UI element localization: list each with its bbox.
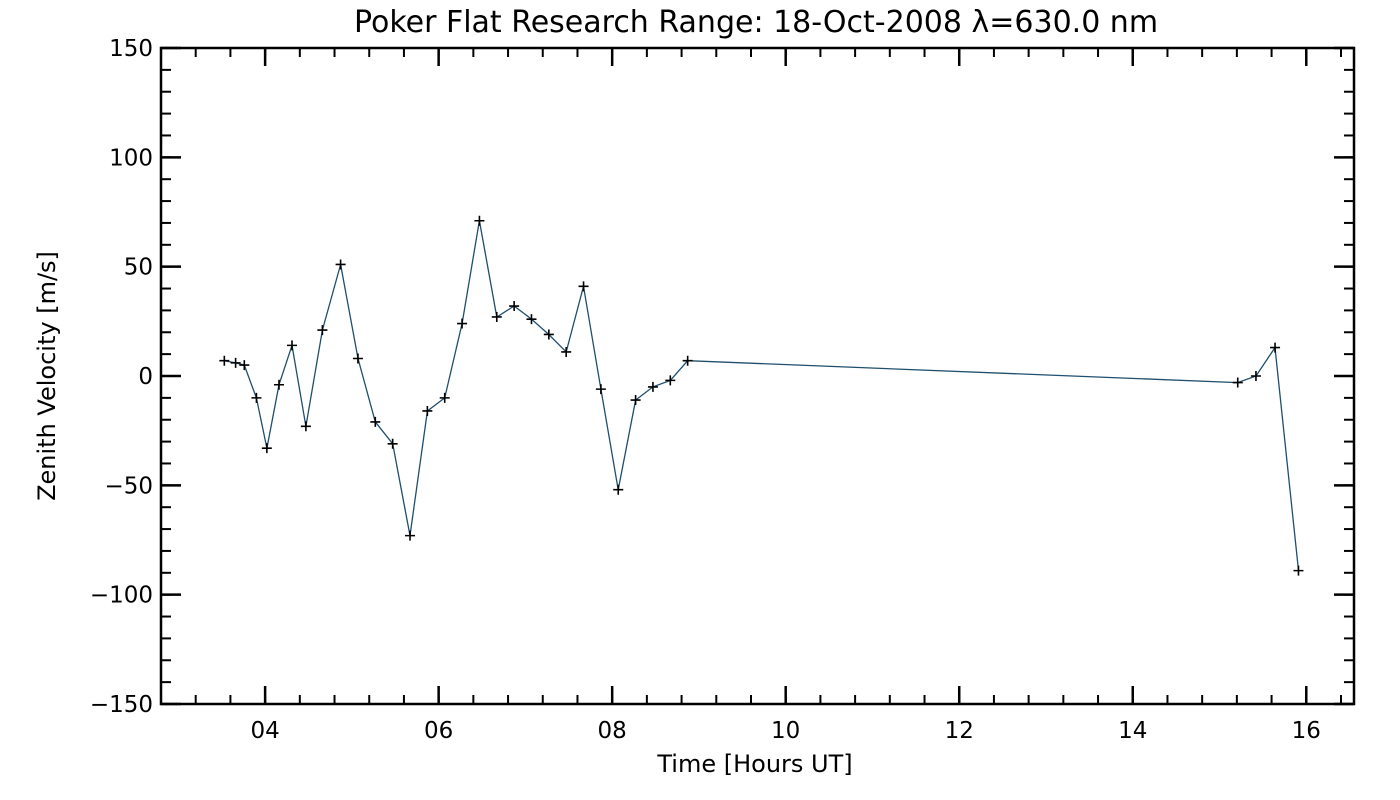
series-line bbox=[224, 220, 1300, 571]
data-point-marker bbox=[370, 416, 381, 427]
data-point-marker bbox=[230, 357, 241, 368]
data-point-marker bbox=[335, 259, 346, 270]
data-point-marker bbox=[239, 360, 250, 371]
data-point-marker bbox=[1250, 371, 1261, 381]
data-point-marker bbox=[352, 353, 363, 364]
data-point-marker bbox=[251, 392, 262, 403]
y-tick-label: −50 bbox=[104, 473, 153, 499]
axis-ticks bbox=[160, 46, 1354, 706]
y-tick-label: 100 bbox=[109, 145, 153, 171]
data-point-marker bbox=[387, 438, 398, 449]
x-tick-label: 06 bbox=[424, 718, 453, 744]
y-tick-label: 0 bbox=[138, 364, 153, 390]
data-point-marker bbox=[613, 484, 624, 495]
data-point-marker bbox=[273, 379, 284, 390]
data-point-marker bbox=[300, 421, 311, 432]
data-point-marker bbox=[1232, 377, 1243, 388]
data-point-marker bbox=[526, 314, 537, 325]
data-point-marker bbox=[1270, 342, 1281, 353]
y-tick-label: 50 bbox=[124, 255, 153, 281]
y-axis-label: Zenith Velocity [m/s] bbox=[33, 251, 61, 501]
data-point-marker bbox=[665, 375, 676, 386]
y-tick-label: −100 bbox=[90, 583, 153, 609]
x-tick-label: 16 bbox=[1292, 718, 1321, 744]
data-point-marker bbox=[509, 301, 520, 312]
x-tick-label: 08 bbox=[598, 718, 627, 744]
data-point-marker bbox=[439, 392, 450, 403]
data-point-marker bbox=[1293, 565, 1304, 576]
y-tick-label: 150 bbox=[109, 36, 153, 62]
data-point-marker bbox=[287, 340, 298, 351]
data-point-marker bbox=[630, 395, 641, 406]
data-point-marker bbox=[261, 443, 272, 454]
data-point-marker bbox=[578, 281, 589, 292]
data-point-marker bbox=[682, 355, 693, 366]
data-point-marker bbox=[543, 329, 554, 340]
data-point-marker bbox=[219, 355, 230, 366]
data-point-marker bbox=[317, 325, 328, 336]
x-tick-label: 04 bbox=[250, 718, 279, 744]
data-point-marker bbox=[422, 405, 433, 416]
data-point-marker bbox=[457, 318, 468, 329]
plot-frame bbox=[159, 46, 1356, 706]
axis-tick-labels: 04 06 08 10 12 14 16 −150 −100 −50 0 50 100 150 bbox=[90, 36, 1321, 744]
data-point-marker bbox=[595, 384, 606, 395]
y-tick-label: −150 bbox=[90, 692, 153, 718]
data-point-marker bbox=[561, 346, 572, 357]
chart-title: Poker Flat Research Range: 18-Oct-2008 λ… bbox=[354, 5, 1158, 40]
x-tick-label: 10 bbox=[771, 718, 800, 744]
data-point-marker bbox=[474, 215, 485, 226]
data-series bbox=[219, 215, 1304, 576]
x-tick-label: 12 bbox=[945, 718, 974, 744]
x-tick-label: 14 bbox=[1118, 718, 1147, 744]
x-axis-label: Time [Hours UT] bbox=[656, 750, 852, 778]
data-point-marker bbox=[405, 530, 416, 541]
data-point-marker bbox=[491, 311, 502, 322]
data-point-marker bbox=[647, 381, 658, 392]
